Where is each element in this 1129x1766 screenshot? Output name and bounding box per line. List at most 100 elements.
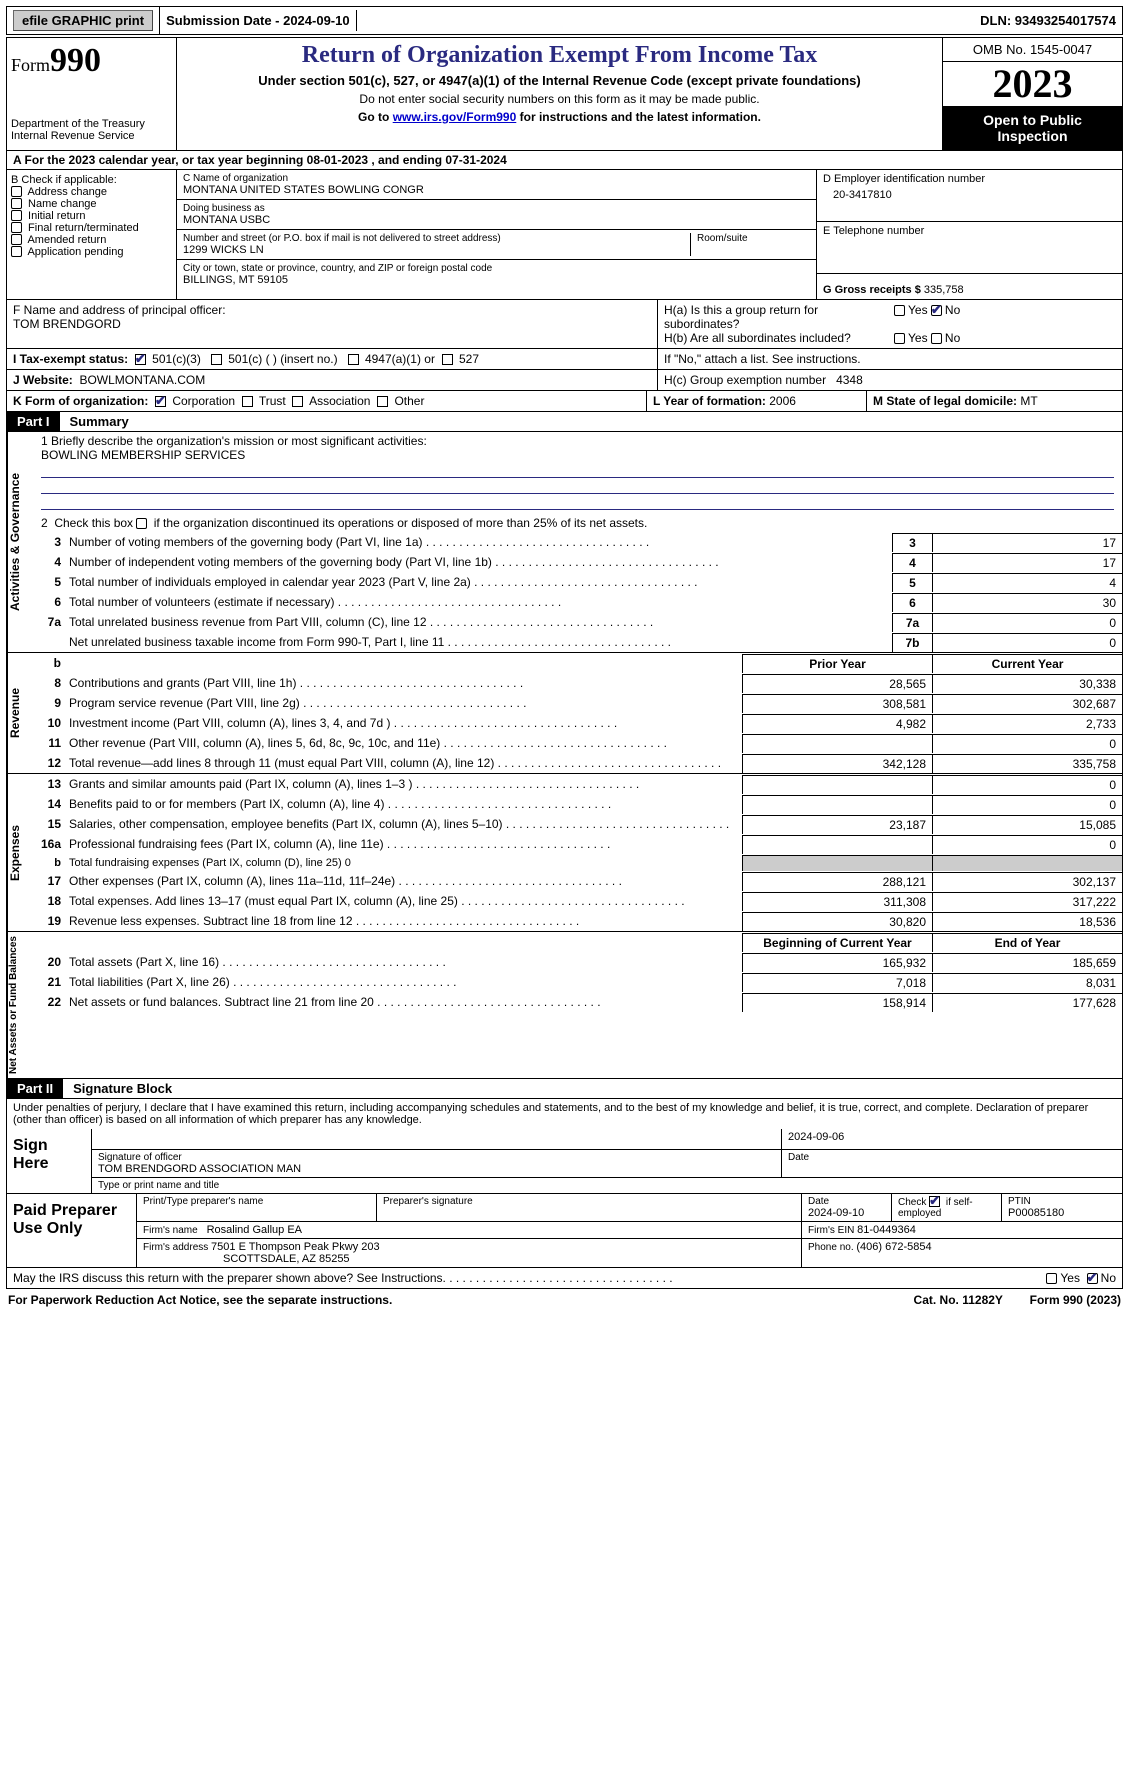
officer-sig: TOM BRENDGORD ASSOCIATION MAN [98, 1163, 775, 1175]
dba-label: Doing business as [183, 203, 810, 214]
gov-value: 17 [932, 533, 1122, 552]
org-name: MONTANA UNITED STATES BOWLING CONGR [183, 184, 810, 196]
curr-value: 185,659 [932, 953, 1122, 972]
b-checkbox[interactable] [11, 186, 22, 197]
i-501c3-cb[interactable] [135, 354, 146, 365]
city-label: City or town, state or province, country… [183, 263, 810, 274]
f-label: F Name and address of principal officer: [13, 303, 651, 317]
gross-receipts: 335,758 [924, 284, 964, 296]
col-boy: Beginning of Current Year [742, 933, 932, 952]
dept-treasury: Department of the Treasury [11, 118, 172, 130]
sig-officer-label: Signature of officer [98, 1152, 775, 1163]
m-label: M State of legal domicile: [873, 394, 1020, 408]
k-other-cb[interactable] [377, 396, 388, 407]
prior-value: 4,982 [742, 714, 932, 733]
hb-label: H(b) Are all subordinates included? [664, 331, 894, 345]
omb-number: OMB No. 1545-0047 [943, 38, 1122, 62]
goto-pre: Go to [358, 110, 393, 124]
discuss-label: May the IRS discuss this return with the… [13, 1271, 446, 1285]
room-label: Room/suite [697, 233, 810, 244]
curr-value: 0 [932, 734, 1122, 753]
k-label: K Form of organization: [13, 394, 148, 408]
curr-value: 8,031 [932, 973, 1122, 992]
b-checkbox[interactable] [11, 198, 22, 209]
ha-label: H(a) Is this a group return for subordin… [664, 303, 894, 331]
ptin: P00085180 [1008, 1207, 1116, 1219]
prior-value [742, 855, 932, 871]
form-header: Form990 Department of the Treasury Inter… [6, 37, 1123, 151]
discuss-yes-cb[interactable] [1046, 1273, 1057, 1284]
vlabel-exp: Expenses [7, 774, 33, 931]
firm-name: Rosalind Gallup EA [207, 1224, 302, 1236]
prior-value [742, 795, 932, 814]
vlabel-rev: Revenue [7, 653, 33, 773]
ein: 20-3417810 [823, 185, 1116, 205]
i-4947-cb[interactable] [348, 354, 359, 365]
b-checkbox[interactable] [11, 234, 22, 245]
box-b: B Check if applicable: Address change Na… [7, 170, 177, 299]
i-527-cb[interactable] [442, 354, 453, 365]
prior-value: 7,018 [742, 973, 932, 992]
website: BOWLMONTANA.COM [79, 373, 205, 387]
i-501c-cb[interactable] [211, 354, 222, 365]
efile-btn[interactable]: efile GRAPHIC print [13, 10, 153, 31]
vlabel-gov: Activities & Governance [7, 432, 33, 652]
curr-value: 302,687 [932, 694, 1122, 713]
form-footer: Form 990 (2023) [1030, 1293, 1121, 1307]
curr-value [932, 855, 1122, 871]
d-label: D Employer identification number [823, 173, 1116, 185]
form-prefix: Form [11, 55, 50, 75]
prior-value: 308,581 [742, 694, 932, 713]
firm-addr: 7501 E Thompson Peak Pkwy 203 [211, 1241, 380, 1253]
dept-irs: Internal Revenue Service [11, 130, 172, 142]
curr-value: 317,222 [932, 892, 1122, 911]
curr-value: 0 [932, 775, 1122, 794]
gov-value: 0 [932, 613, 1122, 632]
city: BILLINGS, MT 59105 [183, 274, 810, 286]
irs-link[interactable]: www.irs.gov/Form990 [393, 110, 517, 124]
ha-no-cb[interactable] [931, 305, 942, 316]
curr-value: 335,758 [932, 754, 1122, 773]
prep-sig-label: Preparer's signature [377, 1194, 802, 1221]
sign-date: 2024-09-06 [782, 1129, 1122, 1149]
prep-date: 2024-09-10 [808, 1207, 885, 1219]
hb-yes-cb[interactable] [894, 333, 905, 344]
street: 1299 WICKS LN [183, 244, 690, 256]
discuss-no-cb[interactable] [1087, 1273, 1098, 1284]
prior-value [742, 734, 932, 753]
vlabel-net: Net Assets or Fund Balances [7, 932, 33, 1078]
c-name-label: C Name of organization [183, 173, 810, 184]
b-checkbox[interactable] [11, 222, 22, 233]
discontinued-cb[interactable] [136, 518, 147, 529]
curr-value: 0 [932, 835, 1122, 854]
prior-value: 165,932 [742, 953, 932, 972]
form-number: 990 [50, 42, 101, 79]
b-checkbox[interactable] [11, 210, 22, 221]
ssn-note: Do not enter social security numbers on … [185, 92, 934, 106]
i-label: I Tax-exempt status: [13, 352, 128, 366]
firm-phone: (406) 672-5854 [856, 1241, 931, 1253]
type-name-label: Type or print name and title [92, 1178, 1122, 1193]
hb-no-cb[interactable] [931, 333, 942, 344]
ha-yes-cb[interactable] [894, 305, 905, 316]
k-trust-cb[interactable] [242, 396, 253, 407]
self-employed-cb[interactable] [929, 1196, 940, 1207]
curr-value: 18,536 [932, 912, 1122, 931]
b-checkbox[interactable] [11, 246, 22, 257]
prep-name-label: Print/Type preparer's name [137, 1194, 377, 1221]
j-label: J Website: [13, 373, 73, 387]
line2-text: 2 Check this box if the organization dis… [41, 516, 647, 530]
domicile-state: MT [1020, 394, 1037, 408]
gov-value: 0 [932, 633, 1122, 652]
col-eoy: End of Year [932, 933, 1122, 952]
prior-value [742, 775, 932, 794]
k-assoc-cb[interactable] [292, 396, 303, 407]
curr-value: 177,628 [932, 993, 1122, 1012]
dba: MONTANA USBC [183, 214, 810, 226]
prior-value: 342,128 [742, 754, 932, 773]
mission-label: 1 Briefly describe the organization's mi… [41, 434, 1114, 448]
hc-value: 4348 [836, 373, 863, 387]
line-a: A For the 2023 calendar year, or tax yea… [6, 151, 1123, 170]
prior-value: 28,565 [742, 674, 932, 693]
k-corp-cb[interactable] [155, 396, 166, 407]
